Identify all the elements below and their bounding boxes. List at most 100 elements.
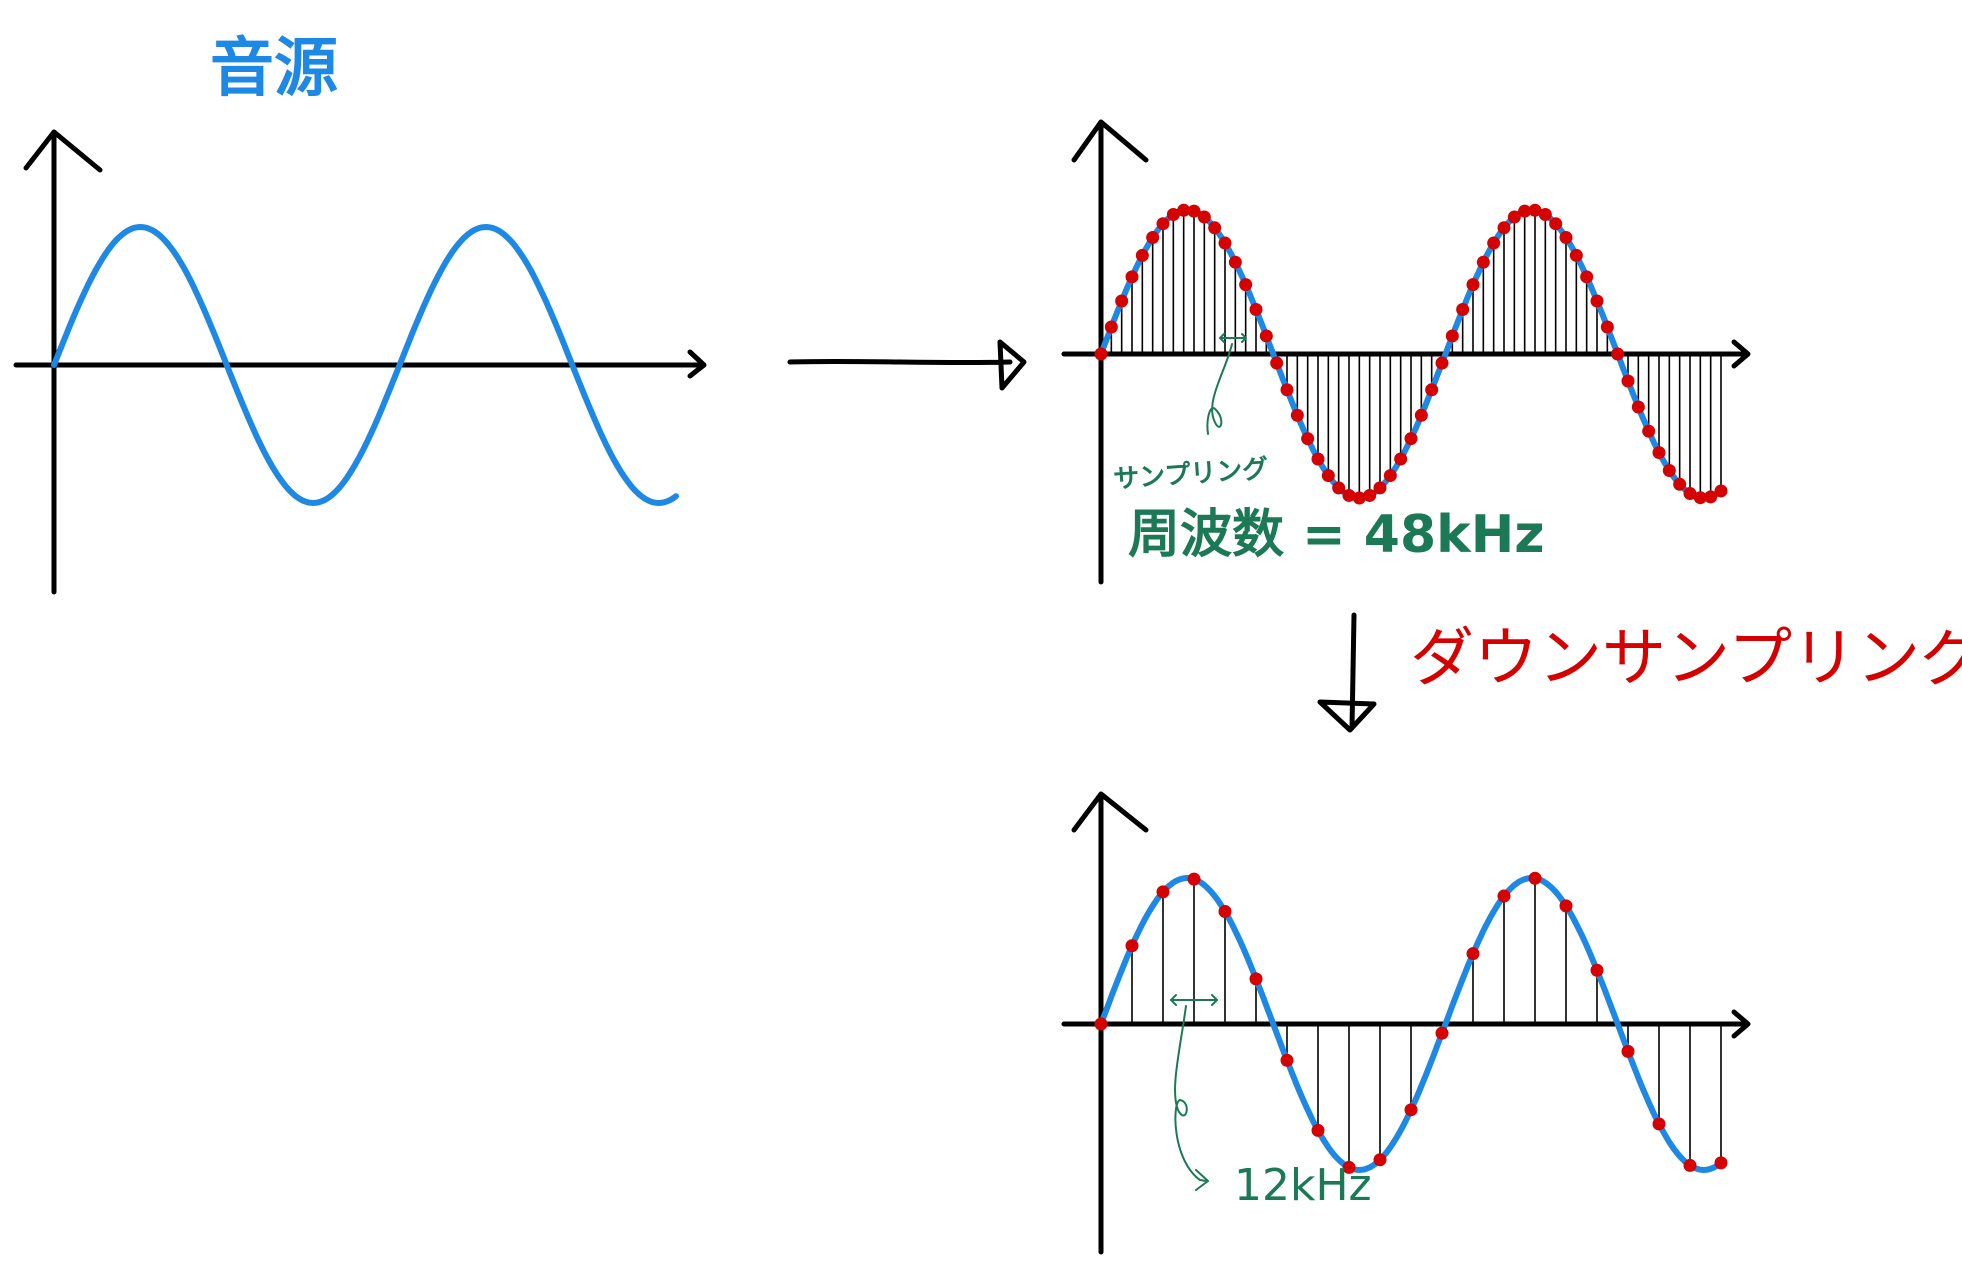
sampled-sample-point xyxy=(1259,329,1273,343)
downsampled-stems xyxy=(1131,878,1722,1168)
sampled-sample-point xyxy=(1714,484,1728,498)
downsampled-sample-point xyxy=(1435,1026,1449,1040)
sampled-sample-point xyxy=(1352,491,1366,505)
sampled-sample-point xyxy=(1652,446,1666,460)
sampled-sample-point xyxy=(1342,488,1356,502)
sampled-sample-point xyxy=(1239,278,1253,292)
downsampled-sample-point xyxy=(1404,1103,1418,1117)
sampled-sample-point xyxy=(1146,231,1160,245)
sampling-small-label: サンプリング xyxy=(1112,454,1269,495)
sampled-sample-point xyxy=(1445,329,1459,343)
sampled-sample-point xyxy=(1662,463,1676,477)
sampled-sample-point xyxy=(1590,294,1604,308)
downsampled-sample-point xyxy=(1652,1117,1666,1131)
right-arrow xyxy=(787,339,1027,391)
sampled-sample-point xyxy=(1094,347,1108,361)
sampled-sample-point xyxy=(1249,303,1263,317)
sampled-sample-point xyxy=(1187,204,1201,218)
downsampled-points xyxy=(1094,871,1728,1174)
sampled-sample-point xyxy=(1104,320,1118,334)
sampled-stems xyxy=(1110,210,1722,498)
sampled-sample-point xyxy=(1549,217,1563,231)
source-y-axis xyxy=(23,129,103,595)
sampled-sample-point xyxy=(1135,248,1149,262)
sampled-sample-point xyxy=(1321,469,1335,483)
sampled-sample-point xyxy=(1704,490,1718,504)
sampled-sample-point xyxy=(1683,486,1697,500)
sampled-sample-point xyxy=(1456,303,1470,317)
source-title: 音源 xyxy=(210,32,338,106)
source-x-axis xyxy=(13,349,707,379)
sampled-sample-point xyxy=(1290,408,1304,422)
downsampled-panel: 12kHz xyxy=(1061,791,1751,1255)
source-wave xyxy=(51,223,679,507)
sampled-sample-point xyxy=(1580,270,1594,284)
sampled-sample-point xyxy=(1166,208,1180,222)
sampled-sample-point xyxy=(1280,383,1294,397)
sampled-sample-point xyxy=(1218,236,1232,250)
sampled-sample-point xyxy=(1404,432,1418,446)
sampled-sample-point xyxy=(1569,248,1583,262)
downsampling-interval-annotation xyxy=(1170,994,1218,1191)
sampled-x-axis xyxy=(1061,339,1751,369)
sampled-sample-point xyxy=(1197,210,1211,224)
sampled-sample-point xyxy=(1600,320,1614,334)
sampled-sample-point xyxy=(1642,424,1656,438)
sampled-sample-point xyxy=(1125,270,1139,284)
sampled-sample-point xyxy=(1559,231,1573,245)
downsampling-label: ダウンサンプリング xyxy=(1410,622,1962,696)
sampled-panel: サンプリング 周波数 = 48kHz xyxy=(1061,119,1751,585)
sampled-sample-point xyxy=(1373,481,1387,495)
sampled-sample-point xyxy=(1538,208,1552,222)
sampled-sample-point xyxy=(1621,374,1635,388)
sampled-sample-point xyxy=(1115,294,1129,308)
sampled-sample-point xyxy=(1228,255,1242,269)
downsampled-sample-point xyxy=(1125,939,1139,953)
downsampled-sample-point xyxy=(1373,1153,1387,1167)
downsampled-sample-point xyxy=(1342,1160,1356,1174)
sampled-sample-point xyxy=(1497,221,1511,235)
down-arrow xyxy=(1317,612,1377,733)
downsampled-sample-point xyxy=(1590,963,1604,977)
downsampled-sample-point xyxy=(1094,1017,1108,1031)
sampled-sample-point xyxy=(1383,469,1397,483)
sampled-sample-point xyxy=(1311,452,1325,466)
downsampled-sample-point xyxy=(1218,905,1232,919)
downsampled-sample-point xyxy=(1621,1044,1635,1058)
downsampled-sample-point xyxy=(1280,1053,1294,1067)
sampled-sample-point xyxy=(1528,203,1542,217)
downsampled-sample-point xyxy=(1683,1158,1697,1172)
sampled-sample-point xyxy=(1631,400,1645,414)
downsampled-x-axis xyxy=(1061,1009,1751,1039)
sampled-sample-point xyxy=(1487,236,1501,250)
sampled-sample-point xyxy=(1466,278,1480,292)
sampled-sample-point xyxy=(1435,356,1449,370)
sampled-sample-point xyxy=(1425,383,1439,397)
downsampled-sample-point xyxy=(1156,885,1170,899)
downsampled-sample-point xyxy=(1528,871,1542,885)
sampled-sample-point xyxy=(1476,255,1490,269)
sampled-sample-point xyxy=(1208,221,1222,235)
sampled-sample-point xyxy=(1270,356,1284,370)
sampling-interval-annotation xyxy=(1206,333,1247,435)
sampled-sample-point xyxy=(1673,477,1687,491)
sampled-sample-point xyxy=(1611,347,1625,361)
sampled-sample-point xyxy=(1332,481,1346,495)
sampled-sample-point xyxy=(1414,408,1428,422)
sampled-sample-point xyxy=(1156,217,1170,231)
sampled-sample-point xyxy=(1518,204,1532,218)
sampling-frequency-label: 周波数 = 48kHz xyxy=(1128,505,1545,565)
downsampling-frequency-label: 12kHz xyxy=(1234,1160,1372,1211)
sampled-sample-point xyxy=(1394,452,1408,466)
sampled-sample-point xyxy=(1693,491,1707,505)
downsampled-sample-point xyxy=(1559,899,1573,913)
downsampled-sample-point xyxy=(1187,872,1201,886)
sampled-sample-point xyxy=(1363,488,1377,502)
downsampled-sample-point xyxy=(1497,889,1511,903)
downsampled-sample-point xyxy=(1311,1123,1325,1137)
downsampled-sample-point xyxy=(1714,1156,1728,1170)
sampled-sample-point xyxy=(1177,203,1191,217)
downsampled-sample-point xyxy=(1249,972,1263,986)
sampled-sample-point xyxy=(1301,432,1315,446)
